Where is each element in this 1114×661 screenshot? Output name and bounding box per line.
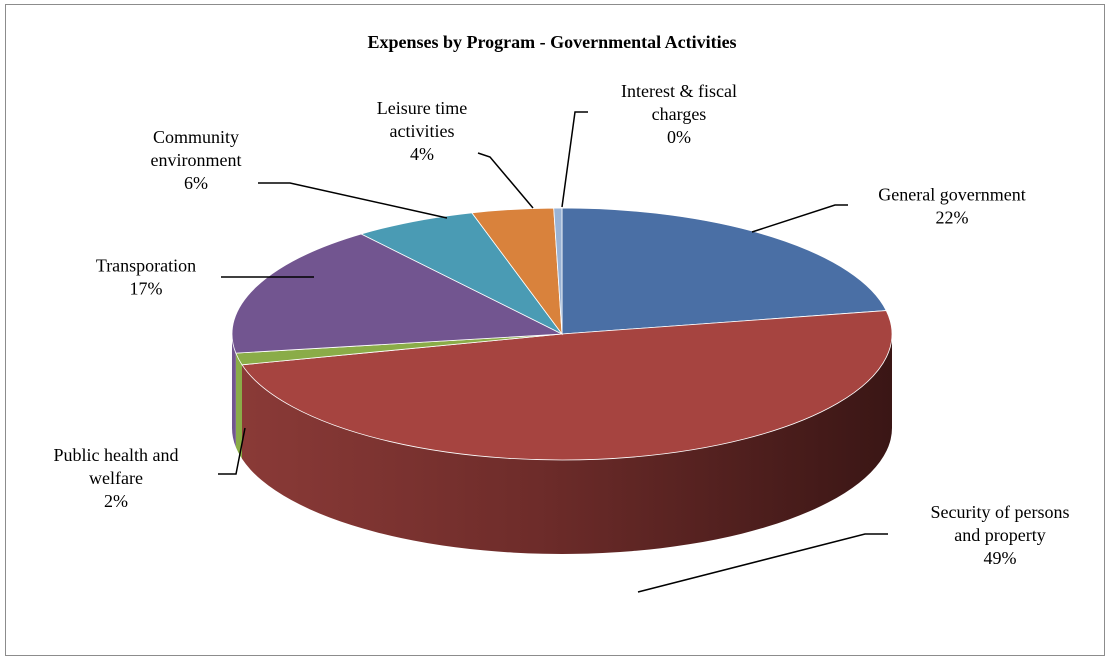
data-label-name-2: Security of persons bbox=[931, 502, 1070, 522]
data-label-name-4: Transporation bbox=[96, 256, 196, 276]
leader-line-3 bbox=[218, 427, 246, 475]
leader-line-2 bbox=[637, 533, 888, 593]
data-label-name-2: and property bbox=[954, 525, 1045, 545]
data-label-name-6: Leisure time bbox=[377, 98, 467, 118]
pie-slice-4 bbox=[231, 233, 564, 354]
pie-slice-2 bbox=[241, 310, 893, 461]
data-label-pct-5: 6% bbox=[184, 173, 208, 193]
pie-side-2 bbox=[242, 334, 892, 554]
data-label-name-3: Public health and bbox=[54, 445, 179, 465]
pie-side-4 bbox=[232, 334, 236, 448]
data-label-pct-3: 2% bbox=[104, 491, 128, 511]
chart-title: Expenses by Program - Governmental Activ… bbox=[367, 32, 737, 52]
data-label-name-1: General government bbox=[878, 185, 1025, 205]
data-label-name-3: welfare bbox=[89, 468, 143, 488]
pie-side-3 bbox=[235, 353, 243, 459]
data-label-pct-2: 49% bbox=[984, 548, 1017, 568]
leader-line-7 bbox=[561, 111, 588, 208]
data-label-name-7: Interest & fiscal bbox=[621, 81, 737, 101]
data-label-pct-4: 17% bbox=[130, 279, 163, 299]
data-label-name-7: charges bbox=[652, 104, 707, 124]
data-label-pct-1: 22% bbox=[936, 208, 969, 228]
pie-slice-1 bbox=[561, 207, 887, 335]
data-label-pct-7: 0% bbox=[667, 127, 691, 147]
pie-slice-7 bbox=[553, 207, 563, 335]
data-label-name-5: environment bbox=[151, 150, 242, 170]
data-label-name-6: activities bbox=[390, 121, 455, 141]
data-label-pct-6: 4% bbox=[410, 144, 434, 164]
leader-line-1 bbox=[751, 204, 848, 233]
leader-line-6 bbox=[477, 152, 534, 209]
pie-slice-5 bbox=[360, 212, 563, 335]
leader-line-5 bbox=[258, 182, 448, 219]
data-label-name-5: Community bbox=[153, 127, 239, 147]
